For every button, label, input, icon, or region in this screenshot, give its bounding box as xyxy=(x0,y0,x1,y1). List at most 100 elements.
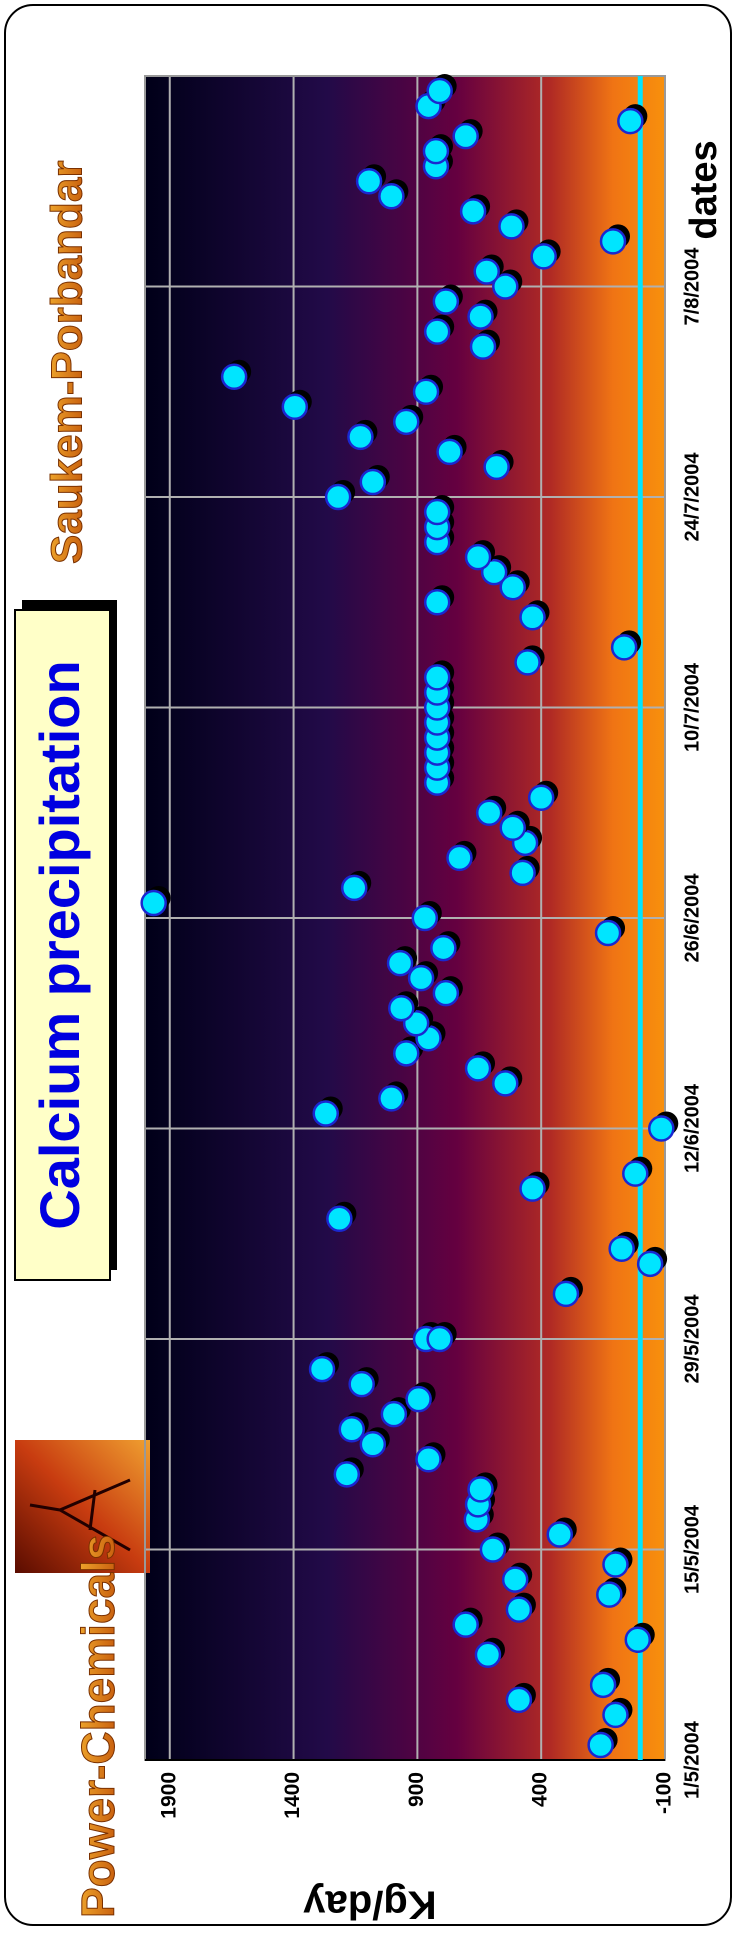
y-tick-label: 1900 xyxy=(157,1772,180,1819)
point xyxy=(532,244,556,268)
point xyxy=(638,1252,662,1276)
y-tick-label: 900 xyxy=(405,1772,428,1807)
point xyxy=(413,906,437,930)
point xyxy=(649,1117,673,1141)
point xyxy=(516,650,540,674)
point xyxy=(414,380,438,404)
point xyxy=(388,951,412,975)
point xyxy=(394,410,418,434)
point xyxy=(342,876,366,900)
point xyxy=(612,635,636,659)
point xyxy=(283,395,307,419)
point xyxy=(417,1447,441,1471)
chart-title: Calcium precipitation xyxy=(28,660,91,1229)
y-tick-label: 400 xyxy=(529,1772,552,1807)
point xyxy=(409,966,433,990)
point xyxy=(471,335,495,359)
brand: Power-Chemicals xyxy=(72,1535,124,1918)
point xyxy=(626,1628,650,1652)
point xyxy=(485,455,509,479)
point xyxy=(501,816,525,840)
point xyxy=(589,1733,613,1757)
point xyxy=(507,1688,531,1712)
point xyxy=(601,229,625,253)
point xyxy=(431,936,455,960)
point xyxy=(603,1553,627,1577)
x-tick-label: 10/7/2004 xyxy=(681,662,703,752)
point xyxy=(361,470,385,494)
point xyxy=(476,1643,500,1667)
point xyxy=(529,786,553,810)
point xyxy=(142,891,166,915)
point xyxy=(481,1538,505,1562)
point xyxy=(389,996,413,1020)
point xyxy=(591,1673,615,1697)
point xyxy=(438,440,462,464)
point xyxy=(425,665,449,689)
point xyxy=(361,1432,385,1456)
point xyxy=(425,500,449,524)
point xyxy=(499,214,523,238)
point xyxy=(407,1387,431,1411)
point xyxy=(425,320,449,344)
point xyxy=(521,1177,545,1201)
x-tick-label: 15/5/2004 xyxy=(681,1504,703,1594)
point xyxy=(348,425,372,449)
point xyxy=(222,365,246,389)
point xyxy=(335,1462,359,1486)
point xyxy=(493,1071,517,1095)
point xyxy=(548,1522,572,1546)
point xyxy=(623,1162,647,1186)
x-axis-label: dates xyxy=(683,140,725,239)
point xyxy=(461,199,485,223)
x-tick-label: 7/8/2004 xyxy=(681,247,703,326)
point xyxy=(503,1568,527,1592)
y-axis-label: Kg/day xyxy=(303,1882,437,1926)
point xyxy=(310,1357,334,1381)
point xyxy=(521,605,545,629)
point xyxy=(327,1207,351,1231)
point xyxy=(603,1703,627,1727)
point xyxy=(454,1613,478,1637)
page: {"header": {"brand": "Power-Chemicals", … xyxy=(0,0,736,1930)
point xyxy=(394,1041,418,1065)
point xyxy=(466,1056,490,1080)
point xyxy=(469,1477,493,1501)
point xyxy=(507,1598,531,1622)
point xyxy=(475,259,499,283)
point xyxy=(610,1237,634,1261)
chart: Power-Chemicals Saukem-Porbandar Calcium… xyxy=(0,0,736,1930)
point xyxy=(554,1282,578,1306)
x-tick-label: 12/6/2004 xyxy=(681,1083,703,1173)
x-tick-label: 26/6/2004 xyxy=(681,873,703,963)
point xyxy=(469,305,493,329)
y-tick-label: -100 xyxy=(653,1772,676,1814)
point xyxy=(434,290,458,314)
point xyxy=(477,801,501,825)
point xyxy=(314,1101,338,1125)
point xyxy=(618,109,642,133)
x-tick-label: 24/7/2004 xyxy=(681,452,703,542)
point xyxy=(340,1417,364,1441)
point xyxy=(447,846,471,870)
point xyxy=(434,981,458,1005)
point xyxy=(424,139,448,163)
point xyxy=(357,169,381,193)
point xyxy=(511,861,535,885)
point xyxy=(466,545,490,569)
point xyxy=(597,1583,621,1607)
point xyxy=(596,921,620,945)
point xyxy=(379,184,403,208)
point xyxy=(350,1372,374,1396)
point xyxy=(428,79,452,103)
point xyxy=(425,590,449,614)
site-name: Saukem-Porbandar xyxy=(43,161,92,564)
point xyxy=(428,1327,452,1351)
y-tick-label: 1400 xyxy=(281,1772,304,1819)
point xyxy=(454,124,478,148)
point xyxy=(379,1086,403,1110)
point xyxy=(326,485,350,509)
point xyxy=(382,1402,406,1426)
x-tick-label: 29/5/2004 xyxy=(681,1294,703,1384)
x-tick-label: 1/5/2004 xyxy=(681,1720,703,1799)
